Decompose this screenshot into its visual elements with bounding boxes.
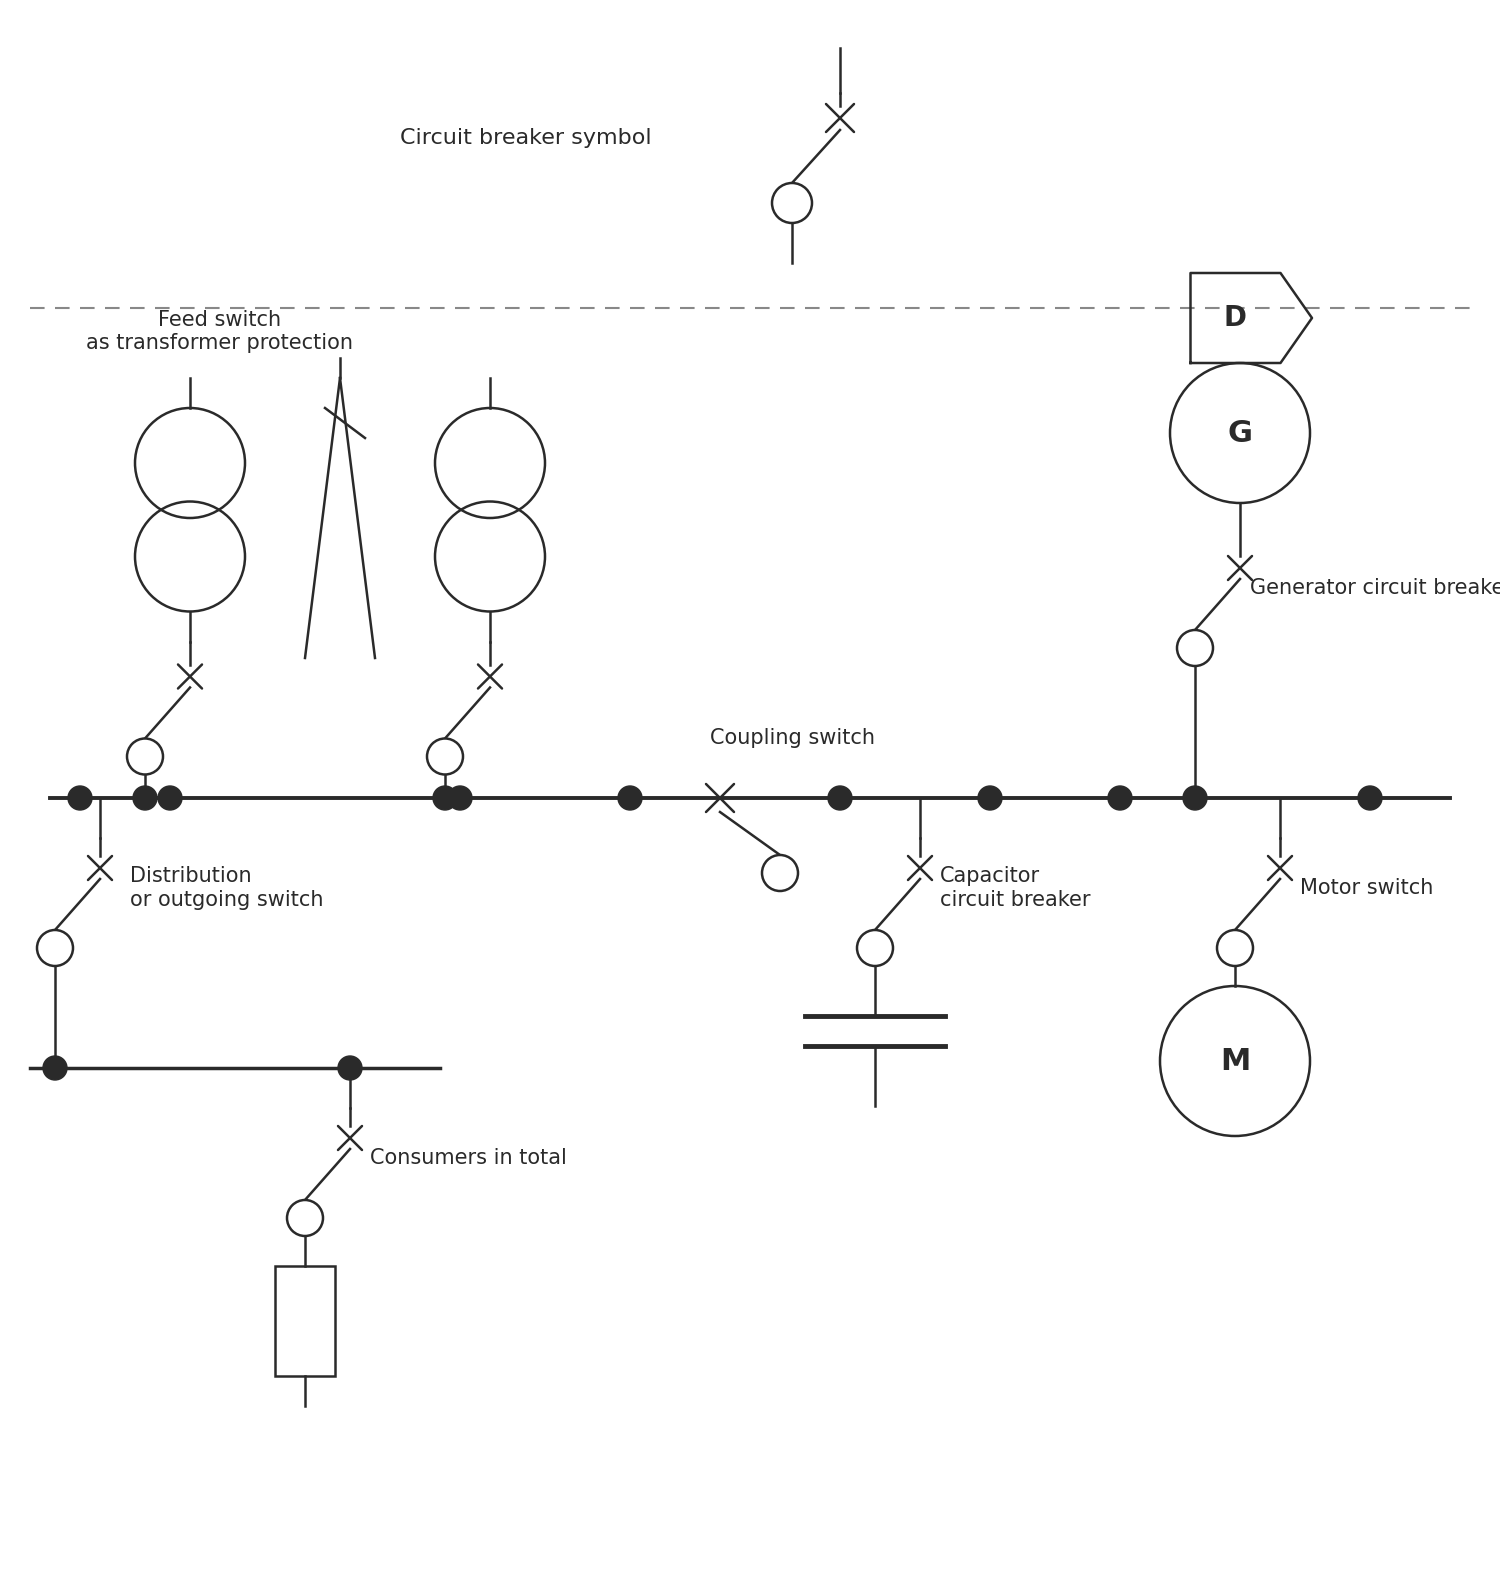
Circle shape	[618, 786, 642, 810]
Circle shape	[448, 786, 472, 810]
Circle shape	[828, 786, 852, 810]
Circle shape	[1108, 786, 1132, 810]
Circle shape	[1216, 931, 1252, 966]
Circle shape	[68, 786, 92, 810]
Text: Generator circuit breaker: Generator circuit breaker	[1250, 578, 1500, 599]
Circle shape	[158, 786, 182, 810]
Circle shape	[286, 1201, 322, 1235]
Circle shape	[772, 183, 812, 222]
Text: Motor switch: Motor switch	[1300, 878, 1434, 897]
Circle shape	[1358, 786, 1382, 810]
Circle shape	[338, 1056, 362, 1080]
Circle shape	[134, 786, 158, 810]
Circle shape	[427, 738, 464, 775]
Text: Coupling switch: Coupling switch	[710, 727, 874, 748]
Text: Capacitor
circuit breaker: Capacitor circuit breaker	[940, 867, 1090, 910]
Circle shape	[128, 738, 164, 775]
Text: Distribution
or outgoing switch: Distribution or outgoing switch	[130, 867, 324, 910]
Text: Consumers in total: Consumers in total	[370, 1148, 567, 1169]
Circle shape	[762, 854, 798, 891]
Circle shape	[1184, 786, 1208, 810]
Bar	[274, 1266, 334, 1375]
Circle shape	[38, 931, 74, 966]
Text: M: M	[1220, 1046, 1250, 1075]
Circle shape	[1178, 630, 1214, 665]
Text: G: G	[1227, 419, 1252, 448]
Text: D: D	[1224, 303, 1246, 332]
Text: Feed switch
as transformer protection: Feed switch as transformer protection	[87, 310, 354, 353]
Circle shape	[978, 786, 1002, 810]
Circle shape	[856, 931, 892, 966]
Circle shape	[433, 786, 457, 810]
Circle shape	[44, 1056, 68, 1080]
Text: Circuit breaker symbol: Circuit breaker symbol	[400, 129, 651, 148]
